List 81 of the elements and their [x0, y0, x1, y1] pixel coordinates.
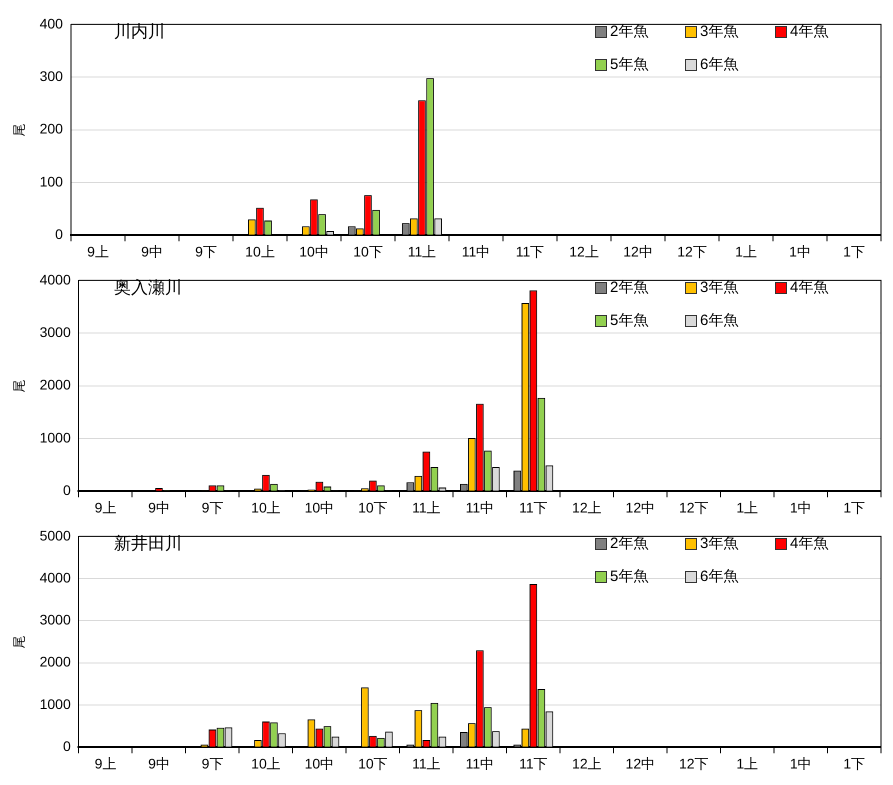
y-tick-label: 0 — [62, 738, 71, 754]
chart-title: 奥入瀬川 — [114, 277, 182, 299]
x-tick-label: 9下 — [202, 499, 224, 516]
x-tick-label: 1中 — [789, 243, 811, 260]
legend-label: 3年魚 — [700, 534, 738, 553]
y-tick-label: 200 — [40, 120, 64, 137]
legend-label: 4年魚 — [790, 278, 828, 297]
y-tick-label: 100 — [40, 173, 64, 190]
x-tick-label: 11上 — [412, 499, 441, 516]
y-axis-title: 尾 — [11, 635, 26, 648]
legend-label: 6年魚 — [700, 311, 738, 330]
x-tick-label: 9下 — [195, 243, 217, 260]
x-tick-label: 9下 — [202, 755, 224, 772]
y-tick-label: 5000 — [40, 527, 71, 544]
x-tick-label: 10中 — [299, 243, 329, 260]
x-tick-label: 10上 — [251, 755, 281, 772]
legend-label: 3年魚 — [700, 278, 738, 297]
legend-label: 2年魚 — [610, 278, 648, 297]
y-tick-label: 400 — [40, 15, 64, 32]
x-tick-label: 12中 — [626, 499, 656, 516]
x-tick-label: 12上 — [569, 243, 599, 260]
x-tick-label: 12下 — [677, 243, 707, 260]
y-axis-title: 尾 — [11, 379, 26, 392]
legend-label: 2年魚 — [610, 534, 648, 553]
legend-label: 6年魚 — [700, 567, 738, 586]
x-tick-label: 12上 — [572, 755, 602, 772]
x-tick-label: 9上 — [87, 243, 109, 260]
x-tick-label: 11中 — [466, 499, 494, 516]
x-tick-label: 1上 — [735, 243, 757, 260]
x-tick-label: 10下 — [358, 499, 388, 516]
y-tick-label: 2000 — [40, 376, 71, 393]
legend-label: 3年魚 — [700, 22, 738, 41]
x-tick-label: 10中 — [304, 499, 334, 516]
y-tick-label: 1000 — [40, 696, 71, 712]
x-tick-label: 11上 — [412, 755, 441, 772]
x-tick-label: 11下 — [516, 243, 544, 260]
legend-label: 2年魚 — [610, 22, 648, 41]
legend-label: 5年魚 — [610, 567, 648, 586]
x-tick-label: 10上 — [251, 499, 281, 516]
y-tick-label: 300 — [40, 68, 64, 84]
x-tick-label: 1上 — [736, 755, 758, 772]
y-tick-label: 1000 — [40, 429, 71, 446]
x-tick-label: 10下 — [353, 243, 383, 260]
x-tick-label: 12下 — [679, 755, 709, 772]
x-tick-label: 11上 — [408, 243, 436, 260]
x-tick-label: 1下 — [843, 755, 866, 772]
x-tick-label: 12下 — [679, 499, 709, 516]
x-tick-label: 12上 — [572, 499, 602, 516]
x-tick-label: 12中 — [626, 755, 656, 772]
x-tick-label: 10中 — [304, 755, 334, 772]
x-tick-label: 12中 — [623, 243, 653, 260]
x-tick-label: 11下 — [519, 755, 548, 772]
legend-label: 4年魚 — [790, 22, 828, 41]
x-tick-label: 9上 — [94, 499, 116, 516]
x-tick-label: 1中 — [790, 755, 812, 772]
x-tick-label: 11中 — [466, 755, 494, 772]
chart-title: 川内川 — [114, 21, 165, 43]
y-tick-label: 4000 — [40, 569, 71, 586]
y-tick-label: 3000 — [40, 612, 71, 628]
x-tick-label: 9中 — [148, 755, 170, 772]
x-tick-label: 10上 — [245, 243, 275, 260]
legend-label: 5年魚 — [610, 55, 648, 74]
y-tick-label: 0 — [55, 226, 64, 242]
x-tick-label: 9中 — [148, 499, 170, 516]
x-tick-label: 1下 — [843, 243, 865, 260]
y-tick-label: 3000 — [40, 324, 71, 340]
x-tick-label: 1下 — [843, 499, 866, 516]
x-tick-label: 1上 — [736, 499, 758, 516]
x-tick-label: 11中 — [462, 243, 490, 260]
x-tick-label: 9上 — [94, 755, 116, 772]
x-tick-label: 11下 — [519, 499, 548, 516]
x-tick-label: 1中 — [790, 499, 812, 516]
y-tick-label: 0 — [62, 482, 71, 498]
y-tick-label: 2000 — [40, 654, 71, 670]
legend-label: 6年魚 — [700, 55, 738, 74]
legend-label: 5年魚 — [610, 311, 648, 330]
legend-label: 4年魚 — [790, 534, 828, 553]
x-tick-label: 9中 — [141, 243, 163, 260]
y-axis-title: 尾 — [11, 123, 26, 136]
y-tick-label: 4000 — [40, 271, 71, 288]
x-tick-label: 10下 — [358, 755, 388, 772]
